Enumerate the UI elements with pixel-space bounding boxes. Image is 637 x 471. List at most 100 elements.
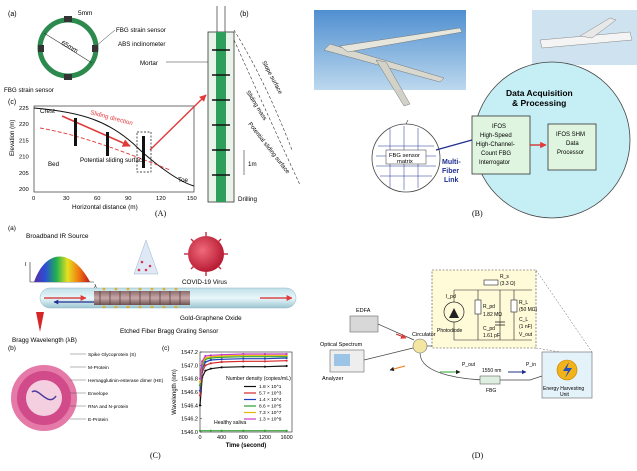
ifos-interrogator-box: [471, 115, 531, 175]
series-line: [199, 356, 287, 386]
series-point: [204, 354, 207, 358]
ring-sensor-left: [38, 45, 44, 52]
fbg-matrix-1: FBG sensor: [389, 153, 420, 159]
fiber-label-1: 1550 nm: [482, 368, 501, 374]
a-xtick: 120: [156, 196, 166, 202]
series-point: [263, 357, 267, 360]
circulator-device: [412, 338, 428, 354]
droplet-particles: [137, 260, 152, 272]
osa-screen: [334, 354, 350, 366]
panel-b-caption: (B): [472, 209, 483, 218]
series-point: [263, 360, 267, 363]
photodiode-label: Photodiode: [437, 328, 463, 334]
fbg-sensor-leader: [95, 29, 116, 47]
c-l-label: C_L: [519, 317, 528, 323]
bragg-grating: [94, 291, 190, 305]
slope-surface-line: [233, 29, 293, 151]
virus-label: Hemagglutinin-esterase dimer (HE): [88, 378, 164, 384]
spectrum-i-label: I: [25, 262, 27, 268]
ring-sensor-bottom: [64, 74, 72, 80]
energy-2: Unit: [560, 392, 570, 398]
ring-diameter-line: [43, 32, 93, 64]
series-point: [220, 366, 223, 369]
legend-entry: 1.3 × 10^9: [259, 417, 282, 423]
a-ytick: 225: [19, 106, 29, 112]
r-s-value: (3.3 Ω): [500, 281, 516, 287]
series-point: [285, 352, 288, 356]
ring-diam-label: 65mm: [60, 40, 79, 55]
series-line: [199, 360, 287, 396]
x-tick-label: 400: [217, 435, 226, 441]
x-tick-label: 1200: [259, 435, 271, 441]
series-point: [198, 394, 202, 397]
reflected-arrow: [389, 365, 406, 372]
shm-1: IFOS SHM: [556, 132, 585, 138]
fiber-link-line: [435, 139, 473, 151]
x-tick-label: 800: [239, 435, 248, 441]
fbg-sensor-right-label: FBG strain sensor: [116, 27, 166, 34]
virus-labels: Spike Glycoprotein (S) M-Protein Hemagglut…: [70, 352, 164, 423]
virus-label: Envelope: [88, 391, 108, 397]
panel-c-sub-b: (b): [8, 345, 16, 352]
series-point: [209, 358, 212, 362]
borehole-1: [74, 118, 77, 146]
legend-entry: 7.3 × 10^7: [259, 410, 282, 416]
shm-3: Processor: [557, 150, 584, 156]
virus-label: M-Protein: [88, 365, 109, 371]
etched-label: Etched Fiber Bragg Grating Sensor: [120, 328, 218, 335]
potential-sliding-curve: [39, 127, 171, 171]
ifos-5: Interrogator: [479, 160, 510, 166]
circulator-label: Circulator: [412, 332, 436, 338]
a-xlabel: Horizontal distance (m): [72, 204, 138, 211]
fiber-label-2: FBG: [486, 388, 496, 394]
chart-ylabel: Wavelength (nm): [172, 369, 178, 414]
series-point: [201, 360, 204, 363]
matrix-leader: [405, 119, 409, 125]
r-s-resistor: [483, 279, 499, 286]
legend-entry: 5.7 × 10^3: [259, 391, 282, 397]
legend-entry: 8.6 × 10^5: [259, 404, 282, 410]
pipe-segments: [212, 49, 230, 176]
panel-a: (a) 5mm 65mm FBG strain sensor FBG strai…: [4, 6, 301, 218]
series-point: [209, 362, 212, 365]
r-l-label: R_L: [519, 300, 528, 306]
y-tick-label: 1546.0: [181, 430, 198, 436]
covid-label: COVID-19 Virus: [182, 279, 227, 286]
y-tick-label: 1547.0: [181, 363, 198, 369]
a-ylabel: Elevation (m): [9, 120, 16, 156]
fbg-matrix-2: matrix: [397, 159, 413, 165]
virus-label: RNA and N-protein: [88, 404, 129, 410]
multi-2: Fiber: [442, 168, 459, 175]
series-point: [220, 353, 223, 356]
a-ytick: 205: [19, 171, 29, 177]
r-l-value: (50 MΩ): [519, 307, 538, 313]
healthy-label: Healthy saliva: [214, 420, 246, 426]
series-point: [209, 367, 212, 370]
series-point: [285, 359, 288, 362]
broadband-spectrum: [34, 256, 90, 282]
bragg-wl-label: Bragg Wavelength (λB): [12, 337, 77, 344]
series-point: [242, 357, 245, 360]
series-point: [263, 352, 267, 356]
series-point: [263, 365, 267, 368]
series-point: [209, 354, 212, 357]
gold-oxide-label: Gold-Graphene Oxide: [180, 315, 242, 322]
crest-label: Crest: [40, 108, 55, 115]
panel-c-sub-a: (a): [8, 225, 16, 232]
panel-d: Photodiode I_pd R_pd 1.82 MΩ C_pd 1.61 p…: [320, 269, 593, 460]
multi-1: Multi-: [442, 159, 461, 166]
a-xtick: 90: [125, 196, 131, 202]
series-point: [198, 389, 202, 392]
y-tick-label: 1547.2: [181, 350, 198, 356]
series-point: [285, 429, 288, 432]
series-point: [204, 369, 207, 372]
pot-surface-c-label: Potential sliding surface: [80, 157, 146, 164]
zoom-arrow: [149, 94, 207, 151]
drone-wing: [339, 27, 463, 53]
scale-label: 1m: [248, 161, 257, 168]
legend-entry: 1.8 × 10^1: [259, 384, 282, 390]
ground-profile: [33, 107, 195, 187]
droplet: [133, 239, 159, 275]
y-tick-label: 1546.8: [181, 377, 198, 383]
